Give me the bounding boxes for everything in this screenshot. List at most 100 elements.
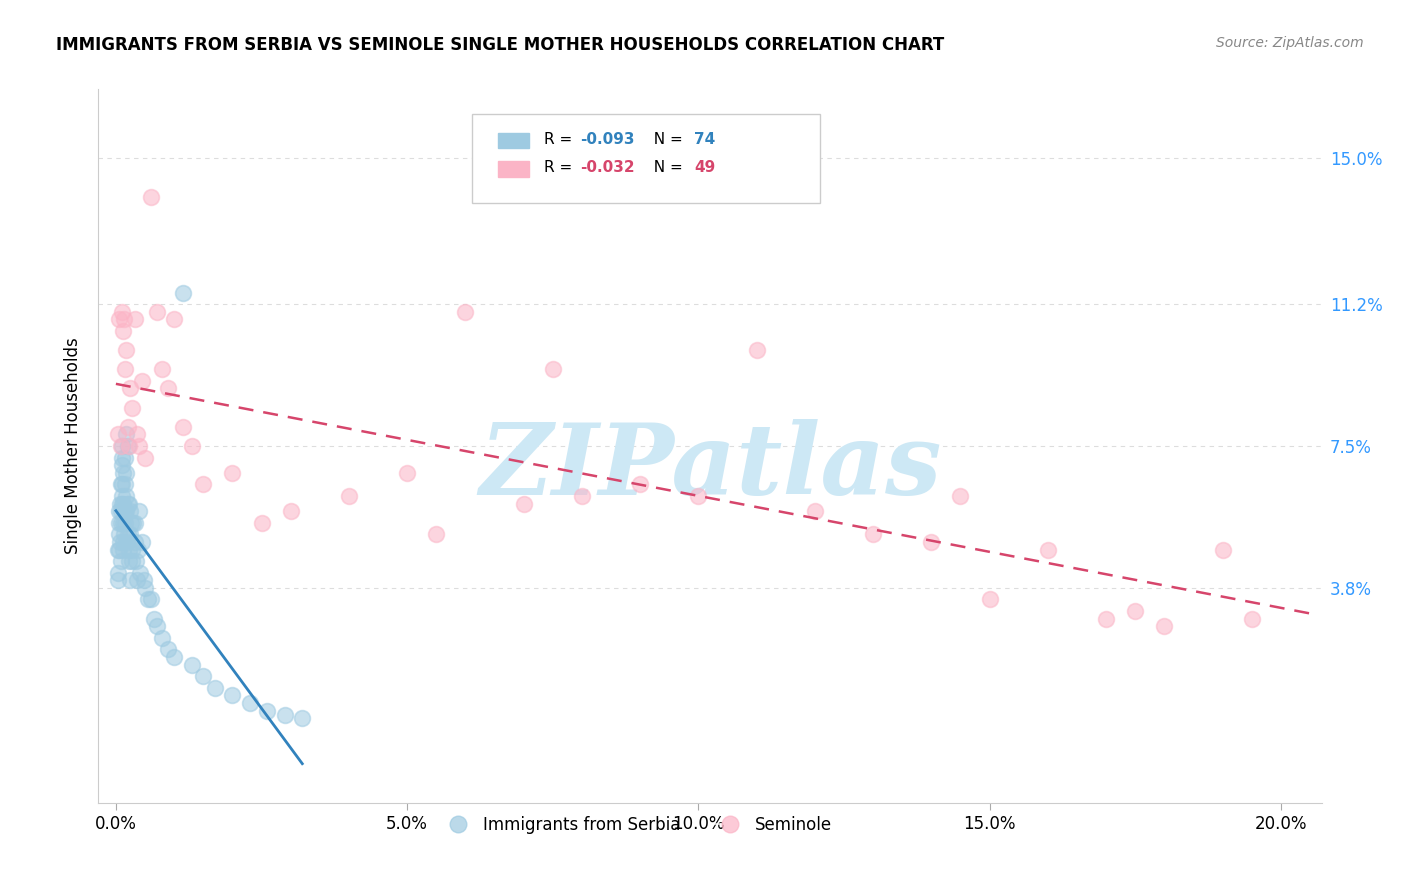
FancyBboxPatch shape [498, 161, 529, 177]
Point [122, 516, 145, 530]
Point [745, 343, 768, 357]
Point [108, 497, 131, 511]
Point [193, 477, 215, 491]
Point [117, 419, 139, 434]
Point [115, 535, 138, 549]
Text: 74: 74 [695, 132, 716, 146]
Point [115, 343, 138, 357]
Text: -0.093: -0.093 [581, 132, 636, 146]
Y-axis label: Single Mother Households: Single Mother Households [65, 338, 83, 554]
Point [107, 542, 129, 557]
Point [108, 516, 131, 530]
Text: ZIPatlas: ZIPatlas [479, 419, 941, 516]
Point [862, 527, 884, 541]
Point [396, 466, 419, 480]
Point [131, 374, 153, 388]
Point [1212, 542, 1234, 557]
Text: N =: N = [644, 161, 688, 175]
Point [1123, 604, 1146, 618]
Point [571, 489, 593, 503]
Point [139, 592, 162, 607]
Point [112, 497, 135, 511]
Point [541, 362, 564, 376]
Point [114, 427, 136, 442]
Point [112, 466, 135, 480]
Point [114, 489, 136, 503]
Point [688, 489, 710, 503]
Point [512, 497, 534, 511]
Point [111, 535, 134, 549]
Point [131, 535, 153, 549]
Point [425, 527, 447, 541]
Point [132, 574, 155, 588]
Point [112, 527, 135, 541]
Point [118, 497, 141, 511]
Point [125, 427, 148, 442]
Point [124, 516, 146, 530]
Text: 49: 49 [695, 161, 716, 175]
Point [120, 381, 142, 395]
Point [108, 527, 131, 541]
Text: N =: N = [644, 132, 688, 146]
Point [152, 631, 174, 645]
Point [136, 592, 159, 607]
Point [337, 489, 360, 503]
Text: IMMIGRANTS FROM SERBIA VS SEMINOLE SINGLE MOTHER HOUSEHOLDS CORRELATION CHART: IMMIGRANTS FROM SERBIA VS SEMINOLE SINGL… [56, 36, 945, 54]
Point [250, 516, 273, 530]
Point [118, 554, 141, 568]
Point [291, 711, 314, 725]
Point [108, 504, 131, 518]
Point [628, 477, 651, 491]
Point [121, 401, 143, 415]
Point [180, 439, 202, 453]
Legend: Immigrants from Serbia, Seminole: Immigrants from Serbia, Seminole [434, 810, 839, 841]
Point [152, 362, 174, 376]
Point [1153, 619, 1175, 633]
Point [110, 554, 132, 568]
Point [108, 542, 131, 557]
Point [120, 527, 142, 541]
Point [107, 566, 129, 580]
Point [139, 189, 162, 203]
Point [118, 504, 141, 518]
Point [114, 362, 136, 376]
Point [117, 497, 139, 511]
Point [111, 304, 134, 318]
Text: R =: R = [544, 161, 576, 175]
Point [142, 612, 165, 626]
Point [157, 642, 180, 657]
Point [124, 535, 146, 549]
Point [120, 516, 142, 530]
Point [114, 504, 136, 518]
Point [172, 419, 194, 434]
Point [125, 554, 148, 568]
Point [221, 689, 243, 703]
Point [920, 535, 942, 549]
Point [280, 504, 302, 518]
Point [128, 504, 150, 518]
Point [163, 312, 186, 326]
Point [115, 504, 138, 518]
FancyBboxPatch shape [498, 133, 529, 148]
Point [117, 527, 139, 541]
Point [804, 504, 827, 518]
Point [454, 304, 477, 318]
FancyBboxPatch shape [471, 114, 820, 203]
Point [118, 439, 141, 453]
Point [256, 704, 278, 718]
Point [145, 304, 167, 318]
Point [117, 439, 139, 453]
Point [121, 554, 143, 568]
Point [108, 535, 131, 549]
Text: -0.032: -0.032 [581, 161, 636, 175]
Point [111, 477, 134, 491]
Point [125, 574, 148, 588]
Point [110, 477, 132, 491]
Point [172, 285, 194, 300]
Point [118, 542, 141, 557]
Point [1095, 612, 1118, 626]
Point [949, 489, 972, 503]
Point [124, 312, 146, 326]
Point [111, 458, 134, 473]
Point [111, 439, 134, 453]
